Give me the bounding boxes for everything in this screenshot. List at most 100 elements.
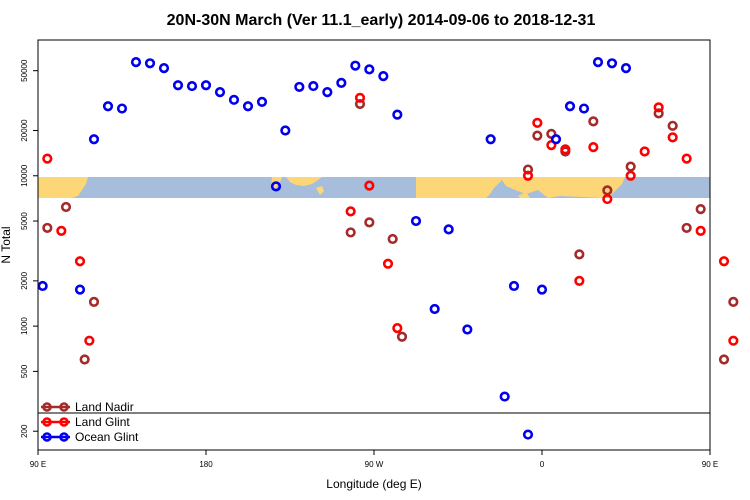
data-point xyxy=(74,284,86,295)
data-point xyxy=(79,354,90,365)
plot-frame xyxy=(37,39,711,451)
data-point xyxy=(522,170,534,181)
data-point xyxy=(200,80,212,91)
y-tick-label: 2000 xyxy=(20,271,29,289)
data-point xyxy=(42,153,53,164)
x-tick-label: 90 W xyxy=(365,460,384,469)
data-point xyxy=(392,109,403,120)
data-point xyxy=(653,108,664,119)
data-point xyxy=(718,256,730,267)
data-point xyxy=(560,144,571,155)
data-point xyxy=(37,280,48,292)
data-point xyxy=(639,146,650,157)
data-point xyxy=(592,57,604,68)
data-point xyxy=(564,101,576,112)
series-ocean-glint xyxy=(37,57,632,440)
map-land xyxy=(518,192,530,198)
legend-label: Land Glint xyxy=(75,415,130,429)
data-point xyxy=(214,87,226,98)
data-point xyxy=(392,323,403,334)
y-tick-label: 1000 xyxy=(20,317,29,335)
data-point xyxy=(378,71,389,82)
data-point xyxy=(695,204,706,215)
data-point xyxy=(354,98,366,110)
map-land xyxy=(316,186,324,195)
y-tick-label: 10000 xyxy=(20,164,29,187)
y-tick-label: 50000 xyxy=(20,59,29,82)
legend-marker xyxy=(42,432,52,442)
data-point xyxy=(695,225,706,236)
data-point xyxy=(382,258,394,269)
x-tick-label: 0 xyxy=(540,460,545,469)
data-point xyxy=(625,161,636,172)
data-point xyxy=(588,142,599,153)
series-land-nadir xyxy=(42,98,739,365)
data-point xyxy=(681,153,692,164)
legend-marker xyxy=(42,417,52,427)
y-axis: 200 500 1000 2000 5000 10000 20000 50000 xyxy=(20,59,38,438)
x-axis: 90 E 180 90 W 0 90 E xyxy=(30,450,718,469)
data-point xyxy=(364,180,375,191)
legend-label: Land Nadir xyxy=(75,400,134,414)
data-points xyxy=(37,57,739,440)
data-point xyxy=(280,125,291,136)
data-point xyxy=(364,64,375,75)
data-point xyxy=(102,101,114,112)
x-axis-label: Longitude (deg E) xyxy=(326,477,421,491)
data-point xyxy=(681,222,692,234)
data-point xyxy=(462,324,473,335)
data-point xyxy=(56,225,67,236)
data-point xyxy=(354,92,366,103)
data-point xyxy=(578,103,590,114)
legend-marker xyxy=(42,402,52,412)
y-tick-label: 5000 xyxy=(20,212,29,230)
data-point xyxy=(345,227,356,238)
map-land xyxy=(416,177,505,198)
data-point xyxy=(256,96,268,108)
data-point xyxy=(336,77,347,88)
data-point xyxy=(620,63,632,74)
data-point xyxy=(410,215,422,227)
data-point xyxy=(116,103,128,114)
data-point xyxy=(60,201,72,213)
y-axis-label: N Total xyxy=(0,226,13,263)
data-point xyxy=(718,354,730,365)
data-point xyxy=(532,130,543,141)
data-point xyxy=(653,102,664,113)
x-tick-label: 90 E xyxy=(30,460,46,469)
data-point xyxy=(144,58,156,69)
data-point xyxy=(532,117,543,128)
data-point xyxy=(42,222,53,234)
data-point xyxy=(728,296,739,307)
data-point xyxy=(485,134,496,145)
data-point xyxy=(172,80,184,91)
y-tick-label: 200 xyxy=(20,424,29,438)
data-point xyxy=(130,57,142,68)
legend-marker xyxy=(59,432,69,442)
data-point xyxy=(522,164,534,175)
y-tick-label: 20000 xyxy=(20,119,29,142)
data-point xyxy=(88,134,100,145)
map-land xyxy=(500,177,625,198)
data-point xyxy=(499,391,510,402)
data-point xyxy=(429,303,440,315)
x-tick-label: 90 E xyxy=(702,460,718,469)
data-point xyxy=(270,181,282,192)
data-point xyxy=(186,80,198,92)
data-point xyxy=(588,116,599,127)
data-point xyxy=(443,224,454,235)
data-point xyxy=(387,233,398,245)
data-point xyxy=(322,87,333,98)
data-point xyxy=(396,331,408,342)
data-point xyxy=(625,170,636,181)
data-point xyxy=(574,249,585,260)
data-point xyxy=(74,256,86,267)
data-point xyxy=(228,94,240,105)
data-point xyxy=(308,80,319,92)
data-point xyxy=(84,335,95,346)
data-point xyxy=(550,134,562,145)
data-point xyxy=(574,275,585,286)
data-point xyxy=(667,132,678,143)
data-point xyxy=(158,63,170,74)
